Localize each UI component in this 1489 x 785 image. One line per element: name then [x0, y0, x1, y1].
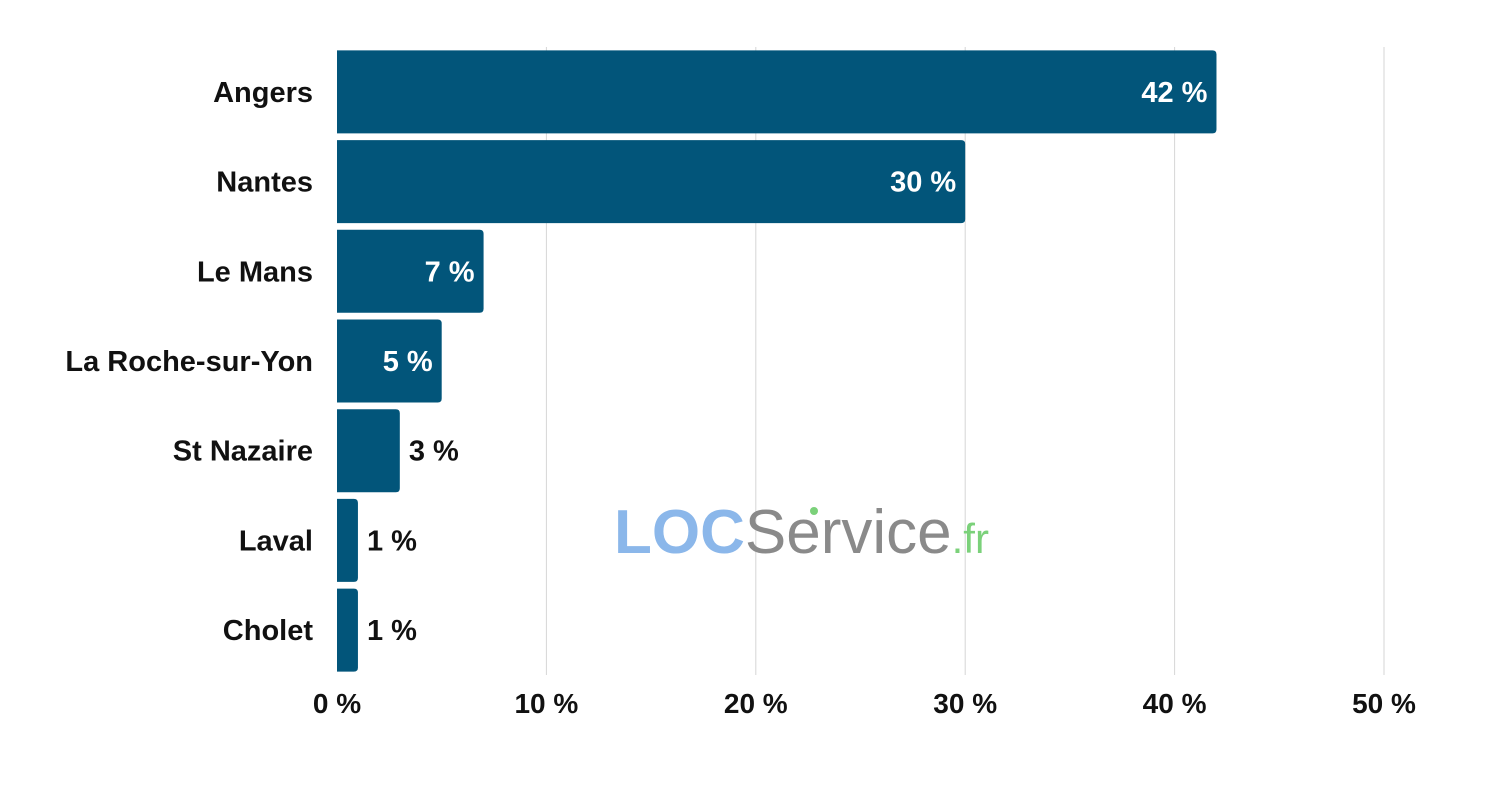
value-label: 1 % — [367, 525, 417, 557]
watermark-part-2: Service — [745, 498, 952, 567]
bar — [337, 50, 1217, 134]
category-label: La Roche-sur-Yon — [65, 346, 313, 378]
watermark-logo: LOCService.fr — [614, 498, 989, 567]
category-label: Laval — [239, 525, 313, 557]
bar — [337, 140, 966, 224]
value-label: 3 % — [409, 436, 459, 468]
x-tick-label: 10 % — [514, 688, 578, 719]
watermark-dot — [810, 507, 818, 515]
x-tick-label: 40 % — [1143, 688, 1207, 719]
x-axis-tick-labels: 0 % 10 % 20 % 30 % 40 % 50 % — [313, 688, 1416, 719]
x-tick-label: 20 % — [724, 688, 788, 719]
bar — [337, 229, 484, 313]
category-label: Angers — [213, 77, 313, 109]
x-tick-label: 30 % — [933, 688, 997, 719]
bar — [337, 319, 442, 403]
watermark-part-3: .fr — [952, 515, 989, 562]
bar — [337, 409, 400, 493]
value-labels: 42 % 30 % 7 % 5 % 3 % 1 % 1 % — [367, 77, 1208, 647]
category-label: St Nazaire — [173, 436, 313, 468]
x-tick-label: 50 % — [1352, 688, 1416, 719]
value-label: 30 % — [890, 167, 956, 199]
value-label: 42 % — [1141, 77, 1207, 109]
category-label: Le Mans — [197, 256, 313, 288]
category-label: Cholet — [223, 615, 314, 647]
value-label: 7 % — [425, 256, 475, 288]
bars — [337, 50, 1217, 672]
category-label: Nantes — [216, 167, 313, 199]
value-label: 5 % — [383, 346, 433, 378]
watermark-part-1: LOC — [614, 498, 745, 567]
bar — [337, 588, 358, 672]
value-label: 1 % — [367, 615, 417, 647]
watermark: LOCService.fr — [614, 498, 989, 567]
category-labels: Angers Nantes Le Mans La Roche-sur-Yon St Na… — [65, 77, 313, 647]
bar — [337, 498, 358, 582]
x-tick-label: 0 % — [313, 688, 361, 719]
